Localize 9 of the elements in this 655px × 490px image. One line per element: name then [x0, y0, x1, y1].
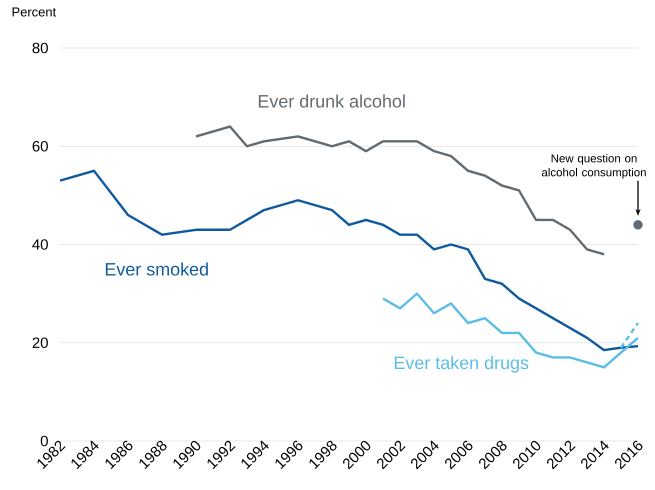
y-tick-label: 20 — [32, 337, 48, 348]
y-tick-label: 80 — [32, 42, 48, 54]
series-label: Ever smoked — [106, 262, 208, 276]
y-tick-label: 40 — [32, 239, 48, 250]
series-label: Ever drunk alcohol — [258, 94, 405, 108]
series-label: Ever taken drugs — [394, 356, 528, 373]
annotation: New question on alcohol consumption — [542, 154, 646, 179]
y-axis-title: Percent — [12, 8, 56, 17]
y-tick-label: 60 — [32, 140, 48, 152]
